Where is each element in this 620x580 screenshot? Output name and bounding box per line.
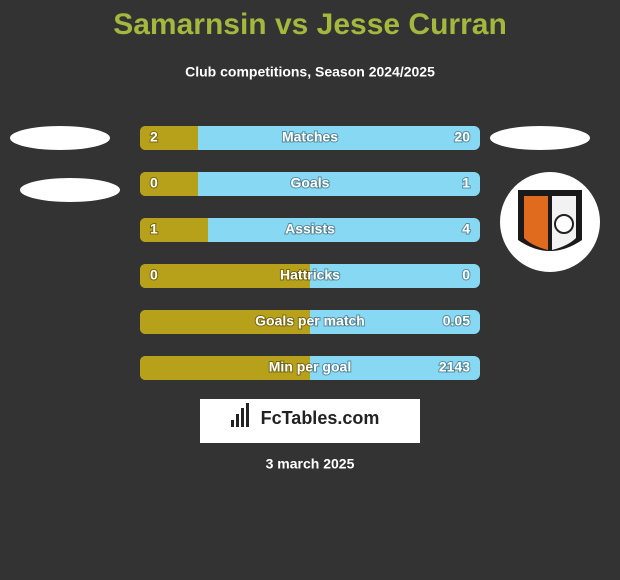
right-value: 20 [454,129,470,145]
row-label: Min per goal [269,359,351,375]
row-label: Goals per match [255,313,365,329]
bar-left [140,172,198,196]
bar-left [140,356,310,380]
row-label: Hattricks [280,267,340,283]
left-value: 2 [150,129,158,145]
bar-track [140,172,480,196]
rows: Matches 2 20 Goals 0 1 Assists 1 4 Hattricks 0 0 Goa… [140,126,480,380]
subtitle: Club competitions, Season 2024/2025 [185,64,435,80]
right-value: 0.05 [443,313,470,329]
row-label: Assists [285,221,335,237]
bar-track [140,218,480,242]
right-value: 4 [462,221,470,237]
bar-left [140,218,208,242]
left-value: 0 [150,175,158,191]
right-value: 0 [462,267,470,283]
left-value: 1 [150,221,158,237]
bar-track [140,126,480,150]
left-avatar [20,178,120,202]
brand: FcTables.com [261,408,380,428]
date: 3 march 2025 [266,456,355,472]
right-value: 2143 [439,359,470,375]
row-label: Matches [282,129,338,145]
bar-left [140,310,310,334]
club-badge [500,172,600,272]
row-label: Goals [291,175,330,191]
title: Samarnsin vs Jesse Curran [113,8,507,41]
left-avatar [10,126,110,150]
right-value: 1 [462,175,470,191]
bar-left [140,264,310,288]
brand-icon [231,403,249,427]
bar-left [140,126,198,150]
left-value: 0 [150,267,158,283]
right-avatar [490,126,590,150]
